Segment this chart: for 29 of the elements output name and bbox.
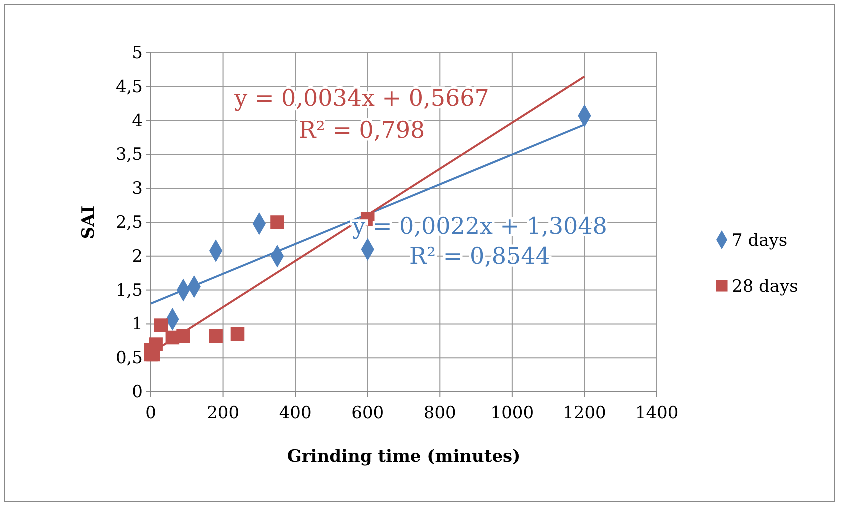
x-tick-label: 1000 [490,404,534,424]
x-tick-label: 800 [424,404,456,424]
y-tick-label: 2,5 [116,212,143,233]
point [209,330,223,344]
point [176,330,190,344]
y-tick-label: 4,5 [116,77,143,98]
x-tick-label: 0 [146,404,156,424]
legend-label: 28 days [732,277,798,297]
y-tick-label: 1 [132,314,143,335]
x-tick-label: 400 [279,404,312,424]
point [270,216,284,230]
y-tick-label: 3,5 [116,145,143,166]
y-tick-label: 5 [132,43,143,64]
y-tick-label: 0,5 [116,348,143,369]
point [154,318,168,332]
x-axis-title: Grinding time (minutes) [287,447,521,467]
point [149,338,163,352]
y-tick-label: 4 [132,111,143,132]
x-tick-label: 200 [207,404,240,424]
y-tick-label: 0 [132,382,143,402]
point [230,327,245,342]
x-tick-label: 1200 [563,404,606,424]
legend-label: 7 days [732,231,788,251]
y-tick-label: 2 [132,246,143,267]
y-axis-title: SAI [79,206,99,240]
y-tick-label: 3 [132,179,143,200]
x-tick-label: 600 [352,404,384,424]
x-tick-label: 1400 [635,404,679,424]
y-tick-label: 1,5 [116,280,143,301]
